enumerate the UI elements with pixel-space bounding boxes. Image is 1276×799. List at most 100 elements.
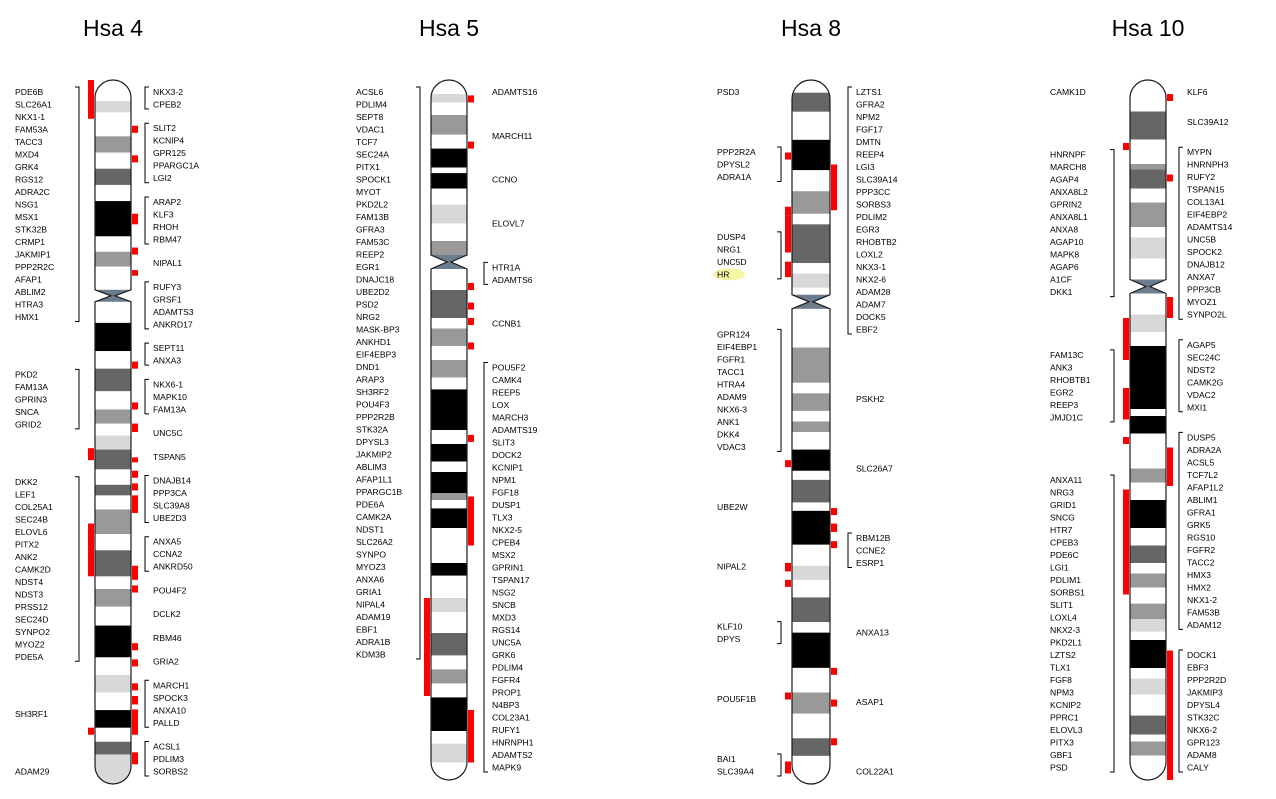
chromosome-band: [1130, 619, 1166, 632]
gene-label: NIPAL1: [153, 258, 182, 268]
gene-label: REEP4: [856, 150, 884, 160]
gene-label: ADAM29: [15, 767, 50, 777]
gene-label: DPYSL3: [356, 437, 389, 447]
gene-label: SEC24D: [15, 614, 48, 624]
chromosome-band: [792, 213, 830, 225]
gene-bracket: [777, 328, 782, 452]
gene-label: POU4F3: [356, 400, 390, 410]
chromosome-band: [431, 173, 467, 189]
gene-label: GRSF1: [153, 294, 182, 304]
gene-label: PDLIM3: [153, 754, 184, 764]
chromosome-band: [95, 588, 131, 607]
locus-marker: [785, 562, 791, 572]
gene-label: AFAP1L2: [1187, 482, 1224, 492]
locus-marker: [831, 164, 837, 211]
locus-marker: [785, 692, 791, 700]
gene-label: UBE2D3: [153, 513, 187, 523]
gene-label: FAM53C: [356, 237, 389, 247]
chromosome-band: [95, 484, 131, 496]
gene-label: RBM46: [153, 633, 182, 643]
locus-marker: [831, 541, 837, 549]
gene-label: NKX2-3: [1050, 625, 1080, 635]
locus-marker: [132, 659, 138, 667]
chromosome-band: [431, 360, 467, 378]
gene-label: TSPAN17: [492, 575, 530, 585]
gene-label: SH3RF1: [15, 709, 48, 719]
gene-label: AGAP4: [1050, 175, 1079, 185]
gene-label: GRID1: [1050, 500, 1076, 510]
gene-label: ADAMTS19: [492, 425, 538, 435]
gene-label: PDE6B: [15, 87, 43, 97]
gene-label: MXI1: [1187, 402, 1207, 412]
locus-marker: [88, 448, 94, 461]
chromosome-band: [1130, 694, 1166, 716]
gene-label: EBF3: [1187, 663, 1209, 673]
gene-label: ANXA8L1: [1050, 212, 1088, 222]
locus-marker: [132, 213, 138, 225]
gene-label: PDE6A: [356, 500, 384, 510]
gene-label: ABLIM1: [1187, 495, 1218, 505]
chromosome-outline: [1129, 79, 1167, 781]
gene-label: STK32A: [356, 425, 388, 435]
chromosome-band: [95, 509, 131, 535]
gene-label: PPARGC1A: [153, 161, 199, 171]
locus-marker: [1167, 297, 1173, 318]
gene-label: SLC39A12: [1187, 117, 1229, 127]
chromosome-band: [1130, 139, 1166, 165]
locus-marker: [468, 710, 474, 763]
gene-label: RGS12: [15, 175, 43, 185]
locus-marker: [132, 470, 138, 478]
gene-bracket: [144, 196, 149, 245]
chromosome-band: [1130, 202, 1166, 228]
gene-label: PPARGC1B: [356, 487, 402, 497]
locus-marker: [468, 302, 474, 310]
chromosome-band: [95, 266, 131, 291]
gene-label: TACC1: [717, 367, 745, 377]
chromosome-ideogram: [94, 79, 132, 785]
locus-marker: [831, 699, 837, 707]
chromosome-band: [792, 597, 830, 623]
gene-label: ANXA3: [153, 356, 181, 366]
gene-label: NKX1-1: [15, 112, 45, 122]
gene-label: KLF3: [153, 209, 174, 219]
gene-label: ADAM12: [1187, 620, 1222, 630]
chromosome-panel-hsa4: Hsa 4 PDE6B SLC26A1 NKX1-1 FAM53A TACC3 MXD4 G…: [15, 15, 199, 785]
gene-label: DKK4: [717, 429, 740, 439]
chromosome-band: [1130, 188, 1166, 203]
gene-label: ANXA5: [153, 537, 181, 547]
gene-label: PSKH2: [856, 394, 884, 404]
chromosome-band: [95, 625, 131, 658]
locus-marker: [132, 361, 138, 369]
locus-marker: [1123, 437, 1129, 444]
gene-label: PPP2R2D: [1187, 675, 1226, 685]
chromosome-band: [792, 410, 830, 422]
gene-label: N4BP3: [492, 700, 519, 710]
gene-label: PPP3CB: [1187, 285, 1221, 295]
gene-label: PKD2L1: [1050, 638, 1082, 648]
gene-label: CAMK1D: [1050, 87, 1086, 97]
chromosome-band: [95, 251, 131, 267]
gene-label: JMJD1C: [1050, 412, 1083, 422]
gene-label: NKX6-3: [717, 404, 747, 414]
chromosome-band: [431, 430, 467, 445]
gene-label: COL25A1: [15, 502, 53, 512]
gene-label: SEPT8: [356, 112, 383, 122]
gene-label: RUFY2: [1187, 172, 1215, 182]
gene-label: DMTN: [856, 137, 881, 147]
chromosome-band: [431, 655, 467, 670]
locus-marker: [468, 434, 474, 442]
gene-label: NIPAL2: [717, 562, 746, 572]
chromosome-band: [95, 741, 131, 755]
chromosome-outline: [94, 79, 132, 785]
gene-label: ANKHD1: [356, 337, 391, 347]
chromosome-band: [95, 435, 131, 450]
chromosome-band: [1130, 545, 1166, 564]
gene-label: ADAMTS6: [492, 275, 533, 285]
gene-label: SEC24A: [356, 150, 389, 160]
gene-label: GRID2: [15, 419, 41, 429]
chromosome-title: Hsa 10: [1112, 15, 1185, 41]
chromosome-band: [1130, 640, 1166, 669]
chromosome-band: [1130, 755, 1166, 780]
gene-label: ADAMTS16: [492, 87, 538, 97]
